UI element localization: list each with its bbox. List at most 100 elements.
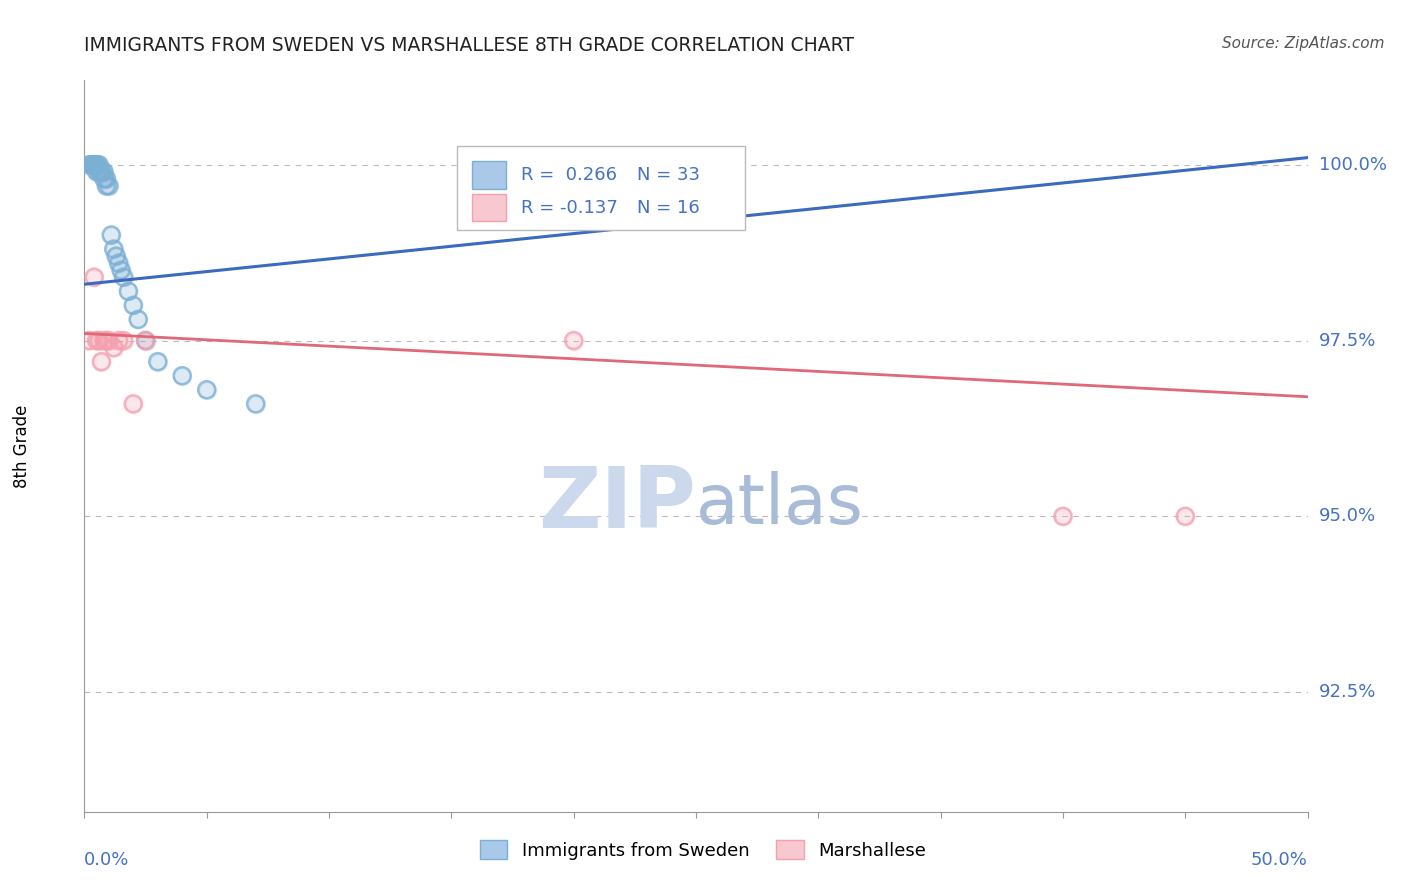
Point: [122, 298, 145, 312]
Point: [97, 178, 120, 193]
Point: [86, 334, 108, 348]
Point: [146, 354, 169, 368]
Point: [1174, 509, 1197, 524]
Point: [86, 164, 108, 178]
Point: [83, 158, 105, 172]
Point: [135, 334, 157, 348]
Point: [97, 334, 120, 348]
Point: [90, 164, 112, 178]
Point: [83, 158, 105, 172]
Point: [110, 263, 132, 277]
Point: [83, 270, 105, 285]
Point: [87, 164, 110, 178]
Point: [77, 334, 100, 348]
Point: [107, 256, 129, 270]
Point: [77, 158, 100, 172]
Text: N = 16: N = 16: [637, 199, 700, 217]
Point: [90, 164, 112, 178]
Bar: [472, 194, 506, 221]
Point: [105, 249, 128, 263]
Text: 92.5%: 92.5%: [1319, 683, 1376, 701]
Text: 97.5%: 97.5%: [1319, 332, 1376, 350]
Point: [90, 354, 112, 368]
Point: [195, 383, 218, 397]
Point: [87, 334, 110, 348]
Point: [146, 354, 169, 368]
Point: [80, 158, 103, 172]
Point: [105, 249, 128, 263]
Point: [103, 242, 125, 256]
Point: [83, 158, 105, 172]
Point: [107, 256, 129, 270]
Text: R =  0.266: R = 0.266: [522, 166, 617, 184]
Text: atlas: atlas: [696, 471, 863, 538]
Point: [245, 397, 267, 411]
Point: [100, 227, 122, 242]
Point: [245, 397, 267, 411]
Point: [97, 334, 120, 348]
Text: N = 33: N = 33: [637, 166, 700, 184]
Point: [100, 227, 122, 242]
Point: [103, 341, 125, 355]
Point: [86, 158, 108, 172]
FancyBboxPatch shape: [457, 146, 745, 230]
Point: [96, 334, 118, 348]
Point: [90, 164, 112, 178]
Point: [93, 334, 115, 348]
Point: [93, 171, 115, 186]
Point: [1052, 509, 1074, 524]
Point: [127, 312, 149, 326]
Point: [86, 158, 108, 172]
Point: [110, 263, 132, 277]
Text: 8th Grade: 8th Grade: [13, 404, 31, 488]
Point: [80, 158, 103, 172]
Point: [103, 242, 125, 256]
Point: [1174, 509, 1197, 524]
Point: [87, 164, 110, 178]
Point: [172, 368, 194, 383]
Point: [112, 270, 135, 285]
Text: 50.0%: 50.0%: [1251, 851, 1308, 869]
Point: [1052, 509, 1074, 524]
Point: [77, 158, 100, 172]
Point: [122, 298, 145, 312]
Text: 95.0%: 95.0%: [1319, 508, 1376, 525]
Text: R = -0.137: R = -0.137: [522, 199, 617, 217]
Text: Source: ZipAtlas.com: Source: ZipAtlas.com: [1222, 36, 1385, 51]
Point: [83, 270, 105, 285]
Point: [86, 164, 108, 178]
Point: [86, 158, 108, 172]
Legend: Immigrants from Sweden, Marshallese: Immigrants from Sweden, Marshallese: [472, 833, 934, 867]
Point: [90, 164, 112, 178]
Text: ZIP: ZIP: [538, 463, 696, 546]
Point: [87, 158, 110, 172]
Point: [83, 158, 105, 172]
Point: [86, 158, 108, 172]
Point: [93, 171, 115, 186]
Point: [93, 334, 115, 348]
Point: [97, 178, 120, 193]
Point: [117, 285, 139, 299]
Point: [90, 354, 112, 368]
Point: [77, 334, 100, 348]
Point: [93, 164, 115, 178]
Point: [117, 285, 139, 299]
Point: [90, 164, 112, 178]
Text: 0.0%: 0.0%: [84, 851, 129, 869]
Point: [86, 334, 108, 348]
Point: [83, 158, 105, 172]
Point: [80, 158, 103, 172]
Point: [195, 383, 218, 397]
Bar: [472, 161, 506, 188]
Point: [96, 334, 118, 348]
Point: [80, 158, 103, 172]
Point: [107, 334, 129, 348]
Point: [103, 341, 125, 355]
Point: [96, 178, 118, 193]
Point: [135, 334, 157, 348]
Point: [112, 270, 135, 285]
Point: [135, 334, 157, 348]
Point: [87, 158, 110, 172]
Point: [112, 334, 135, 348]
Point: [96, 171, 118, 186]
